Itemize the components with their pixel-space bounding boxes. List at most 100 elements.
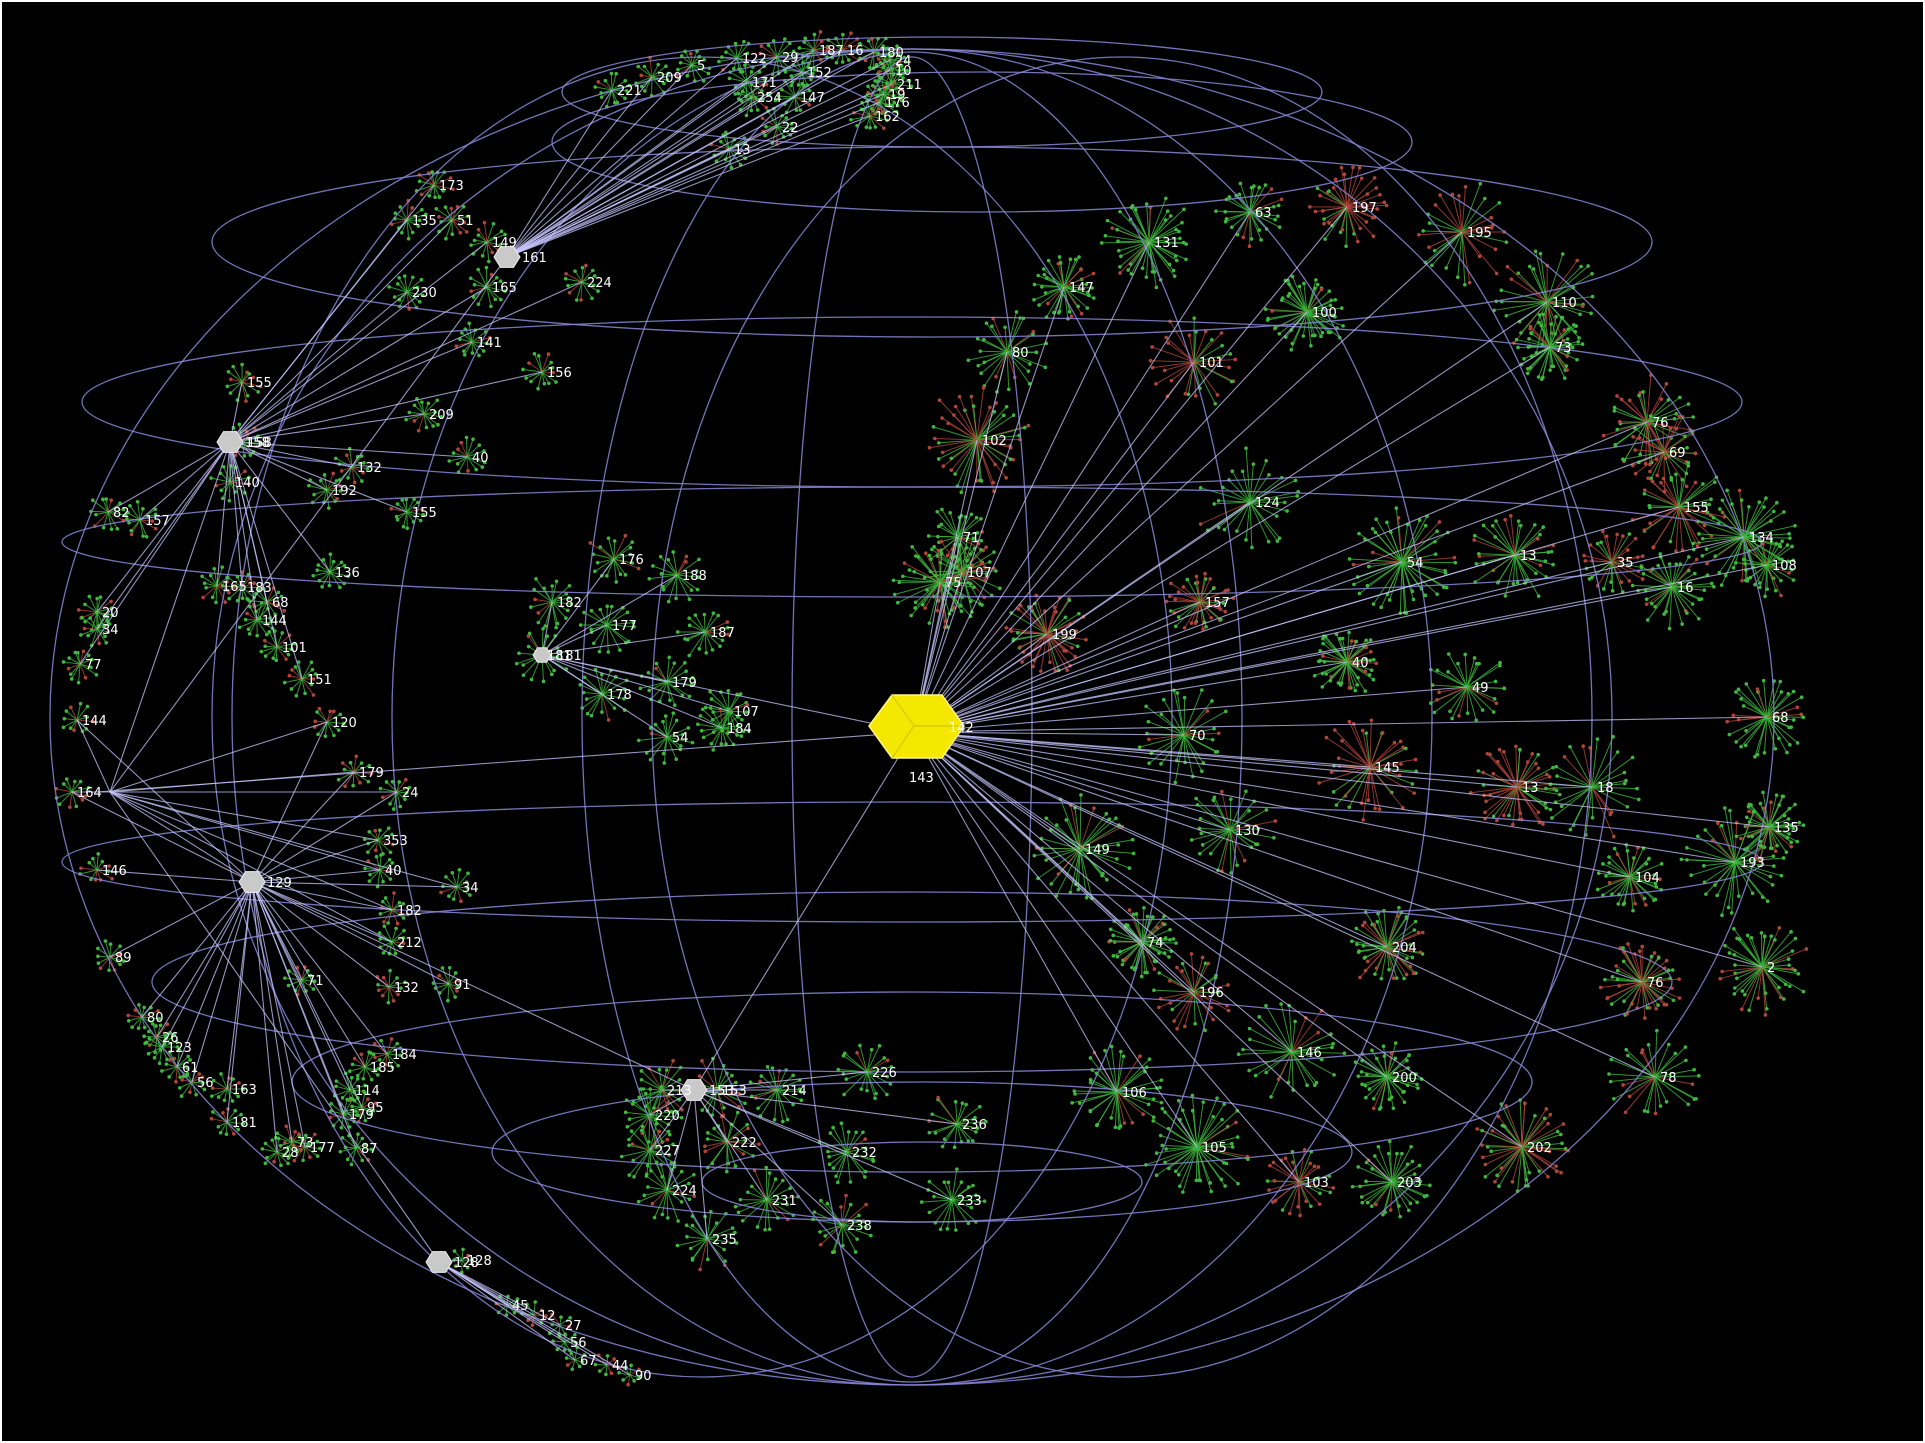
leaf-spoke [922,581,941,605]
leaf-node [1041,267,1046,271]
leaf-node [1272,204,1276,209]
leaf-node [1167,955,1171,959]
leaf-node [1719,583,1724,587]
leaf-spoke [1148,222,1183,243]
leaf-spoke [1229,829,1252,848]
leaf-node [1351,165,1355,170]
leaf-spoke [1004,327,1008,353]
leaf-node [1334,803,1339,807]
leaf-node [1360,1200,1365,1205]
leaf-node [1355,683,1359,687]
leaf-node [1376,1144,1381,1149]
leaf-node [891,578,896,583]
leaf-spoke [1646,398,1662,423]
leaf-node [975,531,980,535]
leaf-spoke [1202,829,1231,846]
leaf-node [1056,311,1061,315]
leaf-spoke [1391,1163,1408,1183]
leaf-node [1011,413,1016,417]
leaf-spoke [1037,848,1081,879]
leaf-node [1733,963,1737,967]
leaf-spoke [1236,501,1251,532]
leaf-node [949,468,954,472]
leaf-node [246,627,251,632]
leaf-spoke [1055,848,1081,897]
leaf-spoke [1374,1155,1393,1183]
leaf-node [1768,846,1773,851]
leaf-node [994,569,998,573]
leaf-node [1757,500,1762,504]
leaf-spoke [1249,501,1270,542]
leaf-spoke [1196,1119,1223,1148]
leaf-node [1333,177,1338,182]
leaf-spoke [893,579,941,583]
leaf-spoke [983,351,1008,387]
leaf-node [1116,239,1120,243]
leaf-node [1247,244,1252,249]
leaf-node [1088,1077,1093,1082]
leaf-node [1356,239,1360,244]
leaf-node [1485,1145,1490,1149]
leaf-node [476,233,481,237]
leaf-spoke [1520,301,1548,334]
leaf-node [1693,571,1697,576]
leaf-node [1357,949,1361,953]
leaf-node [1371,1106,1376,1111]
leaf-node [1570,345,1575,350]
leaf-node [1645,618,1650,622]
leaf-node [1141,1112,1145,1117]
leaf-node [1575,357,1579,362]
leaf-spoke [1369,766,1400,776]
leaf-spoke [1182,963,1195,993]
leaf-node [984,545,988,550]
leaf-node [433,195,437,200]
leaf-spoke [1512,1146,1523,1182]
leaf-node [1079,793,1083,797]
leaf-spoke [995,351,1008,377]
leaf-spoke [1361,1181,1393,1198]
leaf-node [1435,698,1439,702]
leaf-node [1443,571,1448,575]
leaf-node [1244,789,1248,794]
leaf-node [1014,310,1019,314]
leaf-node [936,548,941,553]
leaf-spoke [976,439,1006,465]
leaf-node [1360,1082,1364,1087]
leaf-spoke [1238,1051,1293,1055]
leaf-node [1130,1120,1135,1125]
leaf-node [1167,262,1172,267]
leaf-node [1650,479,1655,484]
leaf-node [1040,285,1044,289]
leaf-node [109,498,113,502]
leaf-spoke [1461,231,1480,257]
leaf-node [1641,390,1645,394]
leaf-node [593,85,597,89]
leaf-node [1472,656,1477,660]
leaf-node [1312,1164,1317,1169]
leaf-spoke [1046,599,1070,635]
leaf-node [1497,747,1502,752]
leaf-node [763,133,767,138]
leaf-node [1793,802,1797,807]
leaf-node [1194,574,1199,579]
leaf-node [1143,970,1147,975]
leaf-node [901,574,905,579]
leaf-node [902,561,907,565]
leaf-node [1739,744,1743,749]
leaf-spoke [1116,1091,1149,1105]
leaf-spoke [1193,332,1222,363]
leaf-spoke [1242,471,1251,503]
leaf-spoke [1549,324,1552,348]
leaf-node [1364,220,1369,224]
leaf-node [1667,562,1672,566]
leaf-node [1736,717,1741,722]
leaf-node [1320,685,1325,689]
leaf-node [664,64,668,69]
leaf-spoke [917,556,941,583]
leaf-node [1633,536,1638,541]
leaf-node [472,238,477,243]
leaf-node [1208,577,1212,581]
leaf-node [1372,923,1377,927]
leaf-spoke [1646,421,1653,463]
